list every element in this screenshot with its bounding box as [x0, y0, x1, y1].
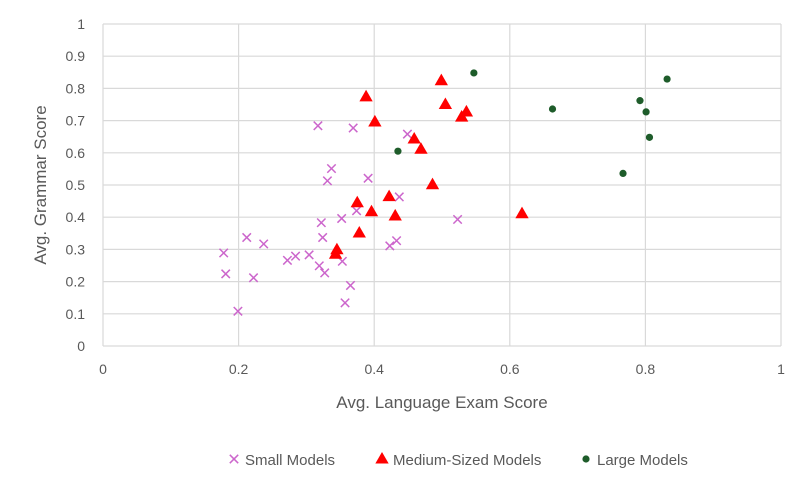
y-tick-label: 0: [77, 338, 85, 354]
medium-model-point: [459, 104, 474, 117]
medium-model-point: [425, 177, 440, 190]
legend-item-medium-model: Medium-Sized Models: [375, 452, 541, 469]
small-model-point: [290, 251, 301, 261]
y-tick-label: 0.5: [66, 177, 86, 193]
x-tick-label: 0.2: [229, 361, 249, 377]
large-model-point: [548, 105, 557, 113]
medium-model-point: [388, 208, 402, 221]
small-model-point: [233, 306, 243, 316]
small-model-point: [394, 192, 405, 202]
small-model-point: [385, 241, 395, 251]
medium-model-point: [434, 73, 448, 86]
x-tick-label: 0: [99, 361, 107, 377]
large-model-point: [645, 133, 654, 141]
y-tick-label: 1: [77, 16, 85, 32]
large-model-point: [642, 108, 650, 116]
legend-label: Large Models: [597, 452, 688, 469]
small-model-point: [319, 268, 330, 278]
legend-small-model-point: [229, 454, 239, 464]
x-tick-label: 0.4: [364, 361, 384, 377]
y-axis-ticks: 0 0.1 0.2 0.3 0.4 0.5 0.6 0.7 0.8 0.9 1: [66, 16, 86, 354]
small-model-point: [345, 280, 356, 291]
y-tick-label: 0.2: [66, 274, 86, 290]
legend-label: Small Models: [245, 452, 335, 469]
grid: [102, 23, 782, 347]
legend: Small Models Medium-Sized Models Large Mod…: [229, 452, 688, 469]
y-tick-label: 0.6: [66, 145, 86, 161]
y-tick-label: 0.1: [66, 306, 86, 322]
medium-model-point: [414, 142, 428, 154]
small-model-point: [220, 269, 231, 279]
small-model-point: [248, 273, 259, 283]
medium-model-point: [359, 89, 373, 102]
y-tick-label: 0.9: [66, 48, 86, 64]
legend-item-large-model: Large Models: [582, 452, 688, 469]
medium-model-point: [438, 97, 453, 110]
legend-item-small-model: Small Models: [229, 452, 335, 469]
x-tick-label: 1: [777, 361, 785, 377]
y-tick-label: 0.3: [66, 241, 86, 257]
y-tick-label: 0.8: [66, 80, 86, 96]
legend-label: Medium-Sized Models: [393, 452, 541, 469]
x-tick-label: 0.6: [500, 361, 520, 377]
small-model-point: [326, 163, 337, 174]
medium-model-point: [382, 189, 396, 202]
medium-model-point: [350, 195, 364, 208]
small-model-point: [258, 239, 269, 249]
small-model-point: [402, 129, 413, 139]
small-model-point: [282, 255, 293, 266]
small-model-point: [452, 214, 463, 225]
large-model-point: [394, 147, 402, 155]
legend-large-model-point: [582, 455, 590, 463]
x-axis-title: Avg. Language Exam Score: [336, 393, 547, 412]
small-model-point: [351, 206, 362, 216]
small-model-point: [304, 250, 314, 260]
medium-model-point: [515, 206, 529, 219]
small-model-point: [316, 217, 327, 228]
small-model-point: [242, 232, 252, 243]
medium-model-point: [330, 242, 344, 255]
small-model-point: [391, 235, 402, 246]
large-model-point: [470, 69, 478, 77]
large-model-point: [663, 75, 671, 83]
legend-medium-model-point: [375, 452, 389, 464]
small-model-point: [314, 261, 325, 271]
large-model-point: [636, 97, 644, 105]
x-tick-label: 0.8: [636, 361, 656, 377]
small-model-point: [340, 298, 350, 308]
x-axis-ticks: 0 0.2 0.4 0.6 0.8 1: [99, 361, 785, 377]
y-tick-label: 0.4: [66, 209, 86, 225]
small-model-point: [336, 213, 347, 224]
small-model-point: [322, 176, 333, 186]
small-model-point: [363, 173, 373, 183]
small-model-point: [313, 121, 323, 131]
small-model-point: [218, 248, 229, 258]
y-tick-label: 0.7: [66, 113, 86, 129]
large-model-point: [619, 169, 627, 178]
y-axis-title: Avg. Grammar Score: [31, 105, 50, 264]
small-model-point: [317, 232, 328, 243]
medium-model-point: [352, 225, 366, 238]
small-model-point: [348, 123, 358, 133]
medium-model-point: [407, 131, 421, 144]
data-points: [218, 69, 671, 316]
medium-model-point: [368, 114, 382, 127]
medium-model-point: [364, 204, 379, 217]
